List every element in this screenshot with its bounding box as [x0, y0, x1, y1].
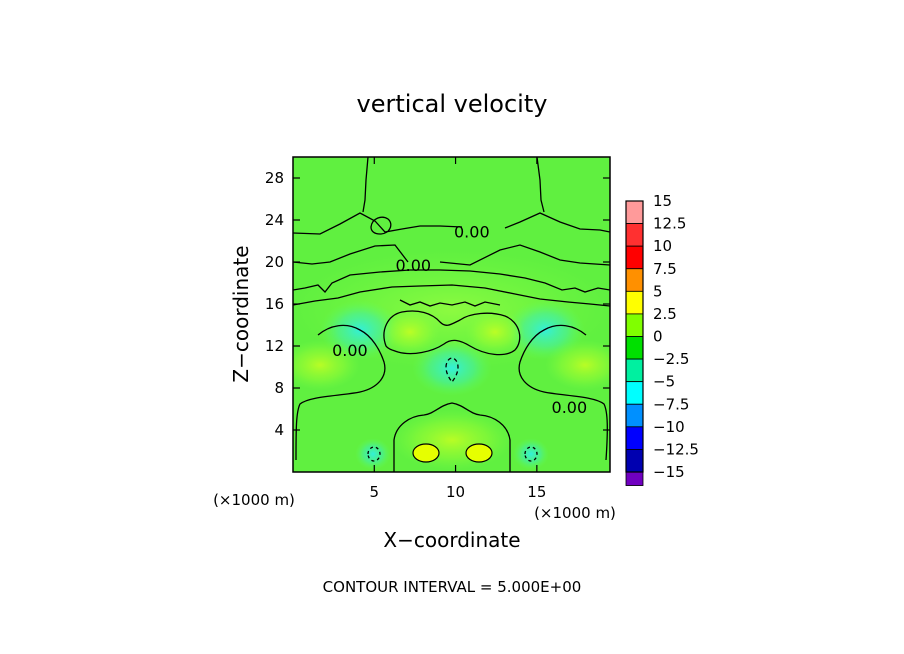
contour-label: 0.00 — [454, 223, 490, 242]
y-tick-label: 8 — [274, 379, 284, 397]
chart-title: vertical velocity — [357, 90, 548, 118]
contour-label-group: 0.00 0.00 0.00 0.00 — [332, 223, 587, 417]
colorbar-label: −7.5 — [653, 395, 689, 413]
colorbar-swatch — [625, 290, 644, 315]
colorbar-swatch — [625, 358, 644, 383]
x-tick-label: 10 — [446, 483, 465, 501]
colorbar-swatch — [625, 313, 644, 337]
x-unit-label: (×1000 m) — [534, 504, 616, 522]
colorbar-swatch — [625, 245, 644, 270]
y-axis-ticks: 4 8 12 16 20 24 28 — [265, 169, 610, 439]
colorbar-label: 0 — [653, 328, 663, 346]
y-axis-label: Z−coordinate — [229, 245, 253, 382]
colorbar-label: −10 — [653, 418, 685, 436]
colorbar-swatch — [625, 223, 644, 247]
contour-label: 0.00 — [552, 398, 588, 417]
y-tick-label: 24 — [265, 211, 284, 229]
colorbar-label: 5 — [653, 282, 663, 300]
y-tick-label: 16 — [265, 295, 284, 313]
colorbar: 15 12.5 10 7.5 5 2.5 0 −2.5 −5 −7.5 −10 −12.5 −15 — [625, 192, 699, 486]
colorbar-swatch — [625, 381, 644, 405]
plot-frame — [292, 156, 611, 473]
colorbar-frame — [625, 200, 644, 473]
colorbar-label: −12.5 — [653, 440, 699, 458]
positive-core-left — [412, 443, 440, 463]
colorbar-label: 15 — [653, 192, 672, 210]
plot-field: 0.00 0.00 0.00 0.00 — [293, 157, 610, 472]
z-unit-label: (×1000 m) — [213, 491, 295, 509]
colorbar-swatch — [625, 336, 644, 360]
colorbar-swatch — [625, 471, 644, 486]
y-tick-label: 28 — [265, 169, 284, 187]
colorbar-swatch — [625, 403, 644, 428]
contour-interval-note: CONTOUR INTERVAL = 5.000E+00 — [323, 578, 582, 596]
colorbar-label: −5 — [653, 373, 675, 391]
colorbar-label: −15 — [653, 463, 685, 481]
colorbar-label: 10 — [653, 237, 672, 255]
colorbar-label: 12.5 — [653, 215, 686, 233]
y-tick-label: 20 — [265, 253, 284, 271]
colorbar-swatch — [625, 426, 644, 450]
y-tick-label: 4 — [274, 421, 284, 439]
contour-label: 0.00 — [332, 341, 368, 360]
x-axis-ticks: 5 10 15 — [370, 157, 546, 501]
colorbar-swatch — [625, 200, 644, 224]
x-tick-label: 5 — [370, 483, 380, 501]
colorbar-label: 7.5 — [653, 260, 677, 278]
y-tick-label: 12 — [265, 337, 284, 355]
colorbar-label: −2.5 — [653, 350, 689, 368]
contour-label: 0.00 — [395, 256, 431, 275]
positive-core-right — [465, 443, 493, 463]
x-axis-label: X−coordinate — [383, 528, 520, 552]
colorbar-swatch — [625, 449, 644, 473]
colorbar-swatch — [625, 268, 644, 292]
colorbar-label: 2.5 — [653, 305, 677, 323]
x-tick-label: 15 — [527, 483, 546, 501]
zero-contours — [293, 157, 610, 472]
